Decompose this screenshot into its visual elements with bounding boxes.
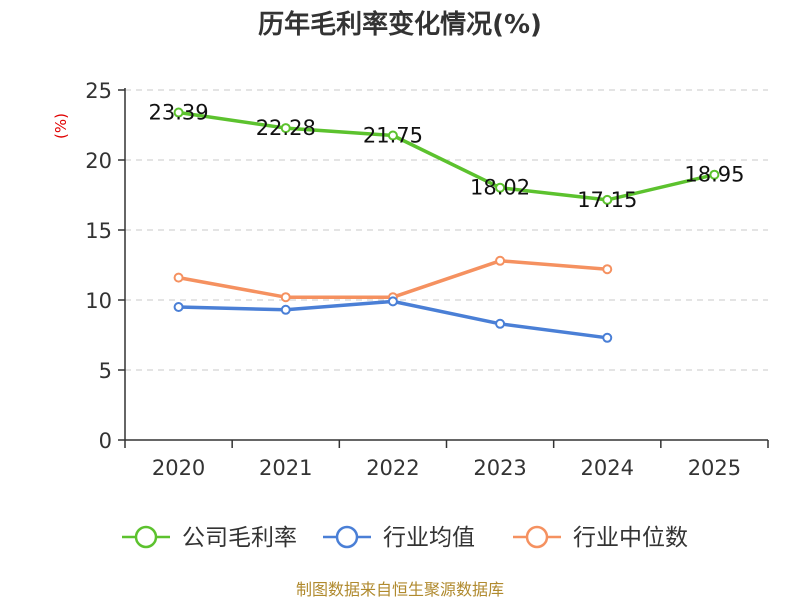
grid-lines <box>125 89 768 371</box>
x-tick-label: 2022 <box>366 456 419 480</box>
data-label: 18.02 <box>470 176 530 200</box>
series-lines <box>173 107 720 343</box>
data-point-s0-2 <box>387 130 398 141</box>
legend-marker <box>335 525 359 549</box>
x-tick-label: 2021 <box>259 456 312 480</box>
x-tick-label: 2024 <box>581 456 634 480</box>
data-point-s2-4 <box>602 264 613 275</box>
data-point-s0-3 <box>495 182 506 193</box>
legend-marker <box>134 525 158 549</box>
data-point-s0-4 <box>602 194 613 205</box>
x-tick-label: 2020 <box>152 456 205 480</box>
y-axis-unit-label: (%) <box>52 113 70 139</box>
y-tick-label: 25 <box>85 79 112 103</box>
legend-item-1[interactable]: 行业均值 <box>323 525 475 551</box>
data-point-s2-1 <box>280 292 291 303</box>
data-point-s0-1 <box>280 123 291 134</box>
data-point-s0-0 <box>173 107 184 118</box>
data-point-s2-3 <box>495 255 506 266</box>
data-label: 17.15 <box>577 188 637 212</box>
legend-label: 行业中位数 <box>573 525 688 551</box>
x-tick-label: 2023 <box>473 456 526 480</box>
y-tick-label: 15 <box>85 219 112 243</box>
data-label: 21.75 <box>363 124 423 148</box>
series-line-1 <box>176 299 609 340</box>
source-note: 制图数据来自恒生聚源数据库 <box>296 580 504 599</box>
series-line-0 <box>176 110 717 202</box>
data-point-s0-5 <box>709 169 720 180</box>
series-line-2 <box>176 259 609 299</box>
legend-label: 行业均值 <box>383 525 475 551</box>
legend-item-0[interactable]: 公司毛利率 <box>122 525 297 551</box>
data-point-s1-1 <box>280 304 291 315</box>
legend-item-2[interactable]: 行业中位数 <box>513 525 688 551</box>
data-point-s1-3 <box>495 318 506 329</box>
data-label: 22.28 <box>256 116 316 140</box>
data-label: 18.95 <box>684 163 744 187</box>
y-tick-label: 10 <box>85 289 112 313</box>
y-tick-label: 20 <box>85 149 112 173</box>
legend: 公司毛利率 行业均值 行业中位数 <box>122 525 688 551</box>
y-tick-label: 0 <box>99 429 112 453</box>
y-tick-label: 5 <box>99 359 112 383</box>
data-labels: 23.39 22.28 21.75 18.02 17.15 18.95 <box>149 101 745 212</box>
data-point-s1-0 <box>173 302 184 312</box>
data-point-s1-4 <box>602 332 613 343</box>
data-label: 23.39 <box>149 101 209 125</box>
chart-title: 历年毛利率变化情况(%) <box>258 9 542 40</box>
x-tick-label: 2025 <box>688 456 741 480</box>
data-point-s1-2 <box>387 296 398 307</box>
data-point-s2-0 <box>173 272 184 283</box>
legend-label: 公司毛利率 <box>182 525 297 551</box>
legend-marker <box>525 525 549 549</box>
